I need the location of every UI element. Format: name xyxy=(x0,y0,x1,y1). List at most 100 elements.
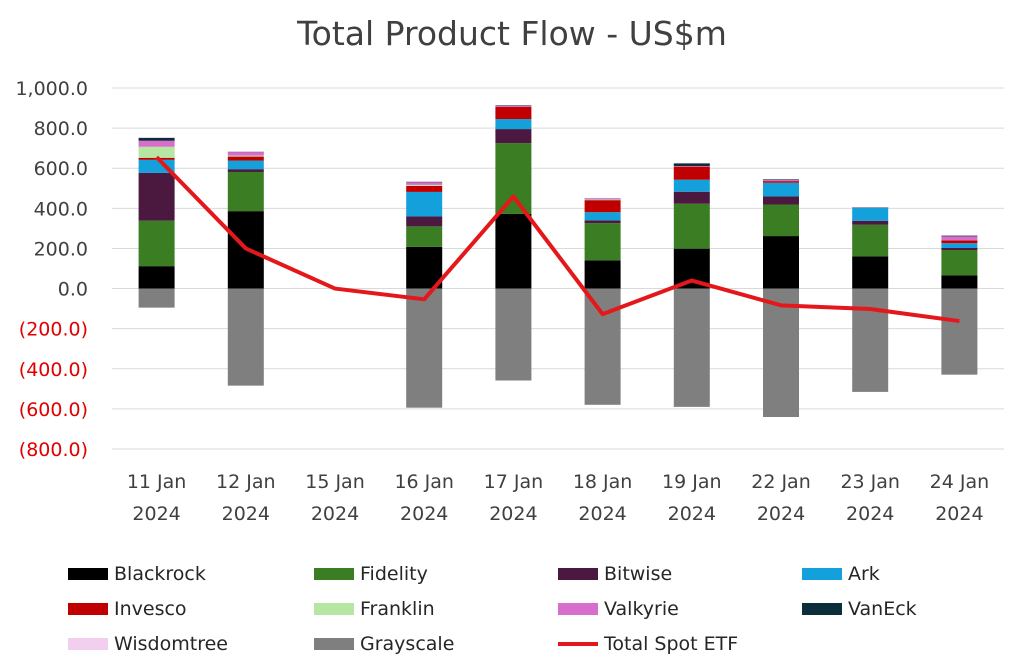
bar-bitwise xyxy=(406,216,443,227)
y-tick-label: 200.0 xyxy=(34,238,88,260)
bar-grayscale xyxy=(852,288,889,392)
bar-valkyrie xyxy=(584,198,621,200)
legend-item: Bitwise xyxy=(558,560,672,588)
x-tick-label: 23 Jan xyxy=(840,471,900,493)
y-tick-label: 0.0 xyxy=(58,279,88,301)
x-tick-label: 16 Jan xyxy=(394,471,454,493)
bar-vaneck xyxy=(763,179,799,181)
bar-franklin xyxy=(584,199,621,201)
x-tick-label: 2024 xyxy=(935,503,983,525)
bar-fidelity xyxy=(852,224,889,257)
x-tick-label: 11 Jan xyxy=(127,471,187,493)
legend-swatch xyxy=(802,603,842,615)
bar-fidelity xyxy=(941,250,978,276)
bar-grayscale xyxy=(941,288,978,375)
bar-wisdomtree xyxy=(227,151,264,152)
x-tick-label: 18 Jan xyxy=(573,471,633,493)
bar-grayscale xyxy=(495,288,532,381)
bar-franklin xyxy=(227,155,264,157)
bar-vaneck xyxy=(852,207,889,208)
bar-fidelity xyxy=(227,171,264,212)
legend-item: Blackrock xyxy=(68,560,206,588)
bar-wisdomtree xyxy=(495,105,532,106)
bar-valkyrie xyxy=(227,151,264,156)
bar-vaneck xyxy=(941,235,978,237)
bar-wisdomtree xyxy=(138,137,175,138)
bar-valkyrie xyxy=(138,140,175,147)
bar-grayscale xyxy=(584,288,621,405)
legend-item: Total Spot ETF xyxy=(558,630,738,658)
bar-invesco xyxy=(406,185,443,192)
legend-swatch xyxy=(68,638,108,650)
legend-item: Ark xyxy=(802,560,880,588)
legend-swatch xyxy=(314,568,354,580)
plot-area: 1,000.0 800.0 600.0 400.0 200.0 0.0 (200.0) (40… xyxy=(15,78,1004,525)
bar-blackrock xyxy=(584,260,621,289)
x-tick-label: 2024 xyxy=(222,503,270,525)
legend-swatch xyxy=(68,603,108,615)
x-tick-label: 2024 xyxy=(668,503,716,525)
bar-vaneck xyxy=(495,105,532,107)
x-tick-label: 24 Jan xyxy=(930,471,990,493)
bar-bitwise xyxy=(941,248,978,251)
bar-bitwise xyxy=(227,169,264,172)
bar-bitwise xyxy=(673,191,710,204)
y-tick-label: (800.0) xyxy=(19,439,88,461)
legend-label: Valkyrie xyxy=(604,598,679,620)
bar-invesco xyxy=(584,200,621,213)
bar-vaneck xyxy=(406,181,443,183)
legend-label: Franklin xyxy=(360,598,435,620)
legend-label: Ark xyxy=(848,563,880,585)
x-tick-label: 2024 xyxy=(757,503,805,525)
bar-valkyrie xyxy=(406,182,443,185)
bar-bitwise xyxy=(763,196,799,205)
legend-label: Wisdomtree xyxy=(114,633,228,655)
bar-wisdomtree xyxy=(852,206,889,208)
bar-valkyrie xyxy=(763,180,799,182)
legend-item: Franklin xyxy=(314,595,435,623)
legend-label: VanEck xyxy=(848,598,917,620)
y-tick-label: (200.0) xyxy=(19,319,88,341)
bar-ark xyxy=(584,212,621,221)
legend-swatch xyxy=(558,603,598,615)
bar-wisdomtree xyxy=(584,197,621,199)
y-tick-label: 400.0 xyxy=(34,198,88,220)
x-tick-label: 2024 xyxy=(489,503,537,525)
bar-blackrock xyxy=(138,266,175,289)
legend-swatch xyxy=(68,568,108,580)
bar-wisdomtree xyxy=(941,235,978,236)
bar-ark xyxy=(852,207,889,221)
line-total-spot-etf xyxy=(155,155,960,324)
bar-ark xyxy=(138,159,175,173)
bar-valkyrie xyxy=(495,106,532,108)
y-tick-label: (600.0) xyxy=(19,399,88,421)
bar-franklin xyxy=(406,184,443,186)
bar-blackrock xyxy=(763,236,799,289)
bar-fidelity xyxy=(763,204,799,237)
bar-ark xyxy=(673,179,710,192)
bar-ark xyxy=(763,182,799,197)
bar-fidelity xyxy=(584,223,621,261)
legend-item: Fidelity xyxy=(314,560,428,588)
bar-valkyrie xyxy=(941,236,978,241)
legend-label: Blackrock xyxy=(114,563,206,585)
bar-invesco xyxy=(495,107,532,120)
x-tick-label: 2024 xyxy=(400,503,448,525)
bar-fidelity xyxy=(138,220,175,267)
y-tick-label: (400.0) xyxy=(19,359,88,381)
bar-ark xyxy=(941,243,978,249)
bar-invesco xyxy=(673,166,710,180)
x-tick-label: 2024 xyxy=(846,503,894,525)
legend-item: Grayscale xyxy=(314,630,454,658)
legend-swatch xyxy=(802,568,842,580)
bar-blackrock xyxy=(495,213,532,289)
y-tick-label: 600.0 xyxy=(34,158,88,180)
bar-invesco xyxy=(763,181,799,183)
bar-grayscale xyxy=(406,288,443,408)
chart-title: Total Product Flow - US$m xyxy=(297,14,727,53)
legend-label: Grayscale xyxy=(360,633,455,655)
x-tick-label: 22 Jan xyxy=(751,471,811,493)
x-tick-label: 2024 xyxy=(132,503,180,525)
bar-blackrock xyxy=(852,256,889,289)
